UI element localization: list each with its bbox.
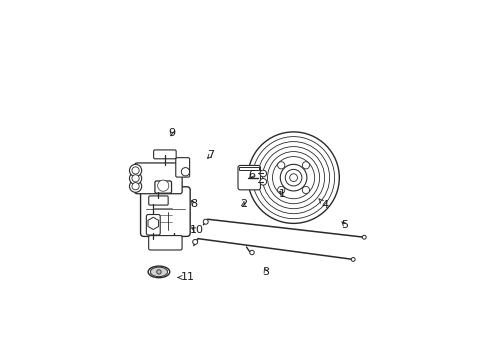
FancyBboxPatch shape — [155, 181, 171, 193]
Text: 11: 11 — [178, 273, 195, 283]
Circle shape — [280, 164, 306, 191]
Circle shape — [129, 164, 142, 176]
Circle shape — [262, 147, 324, 209]
FancyBboxPatch shape — [175, 158, 189, 177]
FancyBboxPatch shape — [148, 196, 168, 205]
Bar — [239, 167, 259, 170]
Text: 4: 4 — [318, 199, 328, 210]
Circle shape — [259, 179, 266, 185]
Circle shape — [272, 157, 314, 199]
Circle shape — [277, 186, 284, 194]
Ellipse shape — [148, 266, 169, 278]
FancyBboxPatch shape — [238, 166, 260, 190]
Circle shape — [249, 250, 254, 255]
Circle shape — [192, 239, 197, 244]
Polygon shape — [148, 217, 158, 229]
Circle shape — [181, 168, 189, 176]
Circle shape — [302, 186, 309, 194]
Circle shape — [277, 162, 284, 169]
FancyBboxPatch shape — [148, 235, 182, 250]
Circle shape — [285, 169, 301, 186]
Ellipse shape — [150, 267, 167, 276]
Circle shape — [203, 219, 208, 224]
Circle shape — [302, 162, 309, 169]
FancyBboxPatch shape — [135, 163, 182, 194]
Circle shape — [350, 257, 354, 261]
Circle shape — [132, 183, 139, 190]
Circle shape — [257, 141, 329, 214]
Circle shape — [259, 170, 266, 177]
Circle shape — [156, 270, 161, 274]
Circle shape — [252, 136, 334, 219]
Circle shape — [132, 167, 139, 174]
Circle shape — [129, 180, 142, 192]
Text: 1: 1 — [279, 189, 285, 199]
Circle shape — [267, 152, 319, 204]
FancyBboxPatch shape — [140, 187, 190, 237]
Text: 3: 3 — [262, 267, 269, 277]
Circle shape — [132, 175, 139, 182]
FancyBboxPatch shape — [153, 150, 176, 159]
Circle shape — [157, 180, 168, 191]
Text: 7: 7 — [206, 150, 214, 161]
Text: 10: 10 — [189, 225, 203, 235]
Text: 8: 8 — [190, 199, 197, 209]
Circle shape — [289, 174, 297, 181]
Circle shape — [362, 235, 366, 239]
Text: 6: 6 — [248, 170, 255, 180]
Circle shape — [129, 172, 142, 184]
Ellipse shape — [148, 269, 169, 274]
Text: 9: 9 — [168, 128, 175, 138]
Text: 5: 5 — [341, 220, 347, 230]
Text: 2: 2 — [240, 199, 247, 209]
FancyBboxPatch shape — [146, 215, 160, 235]
Circle shape — [247, 132, 339, 223]
